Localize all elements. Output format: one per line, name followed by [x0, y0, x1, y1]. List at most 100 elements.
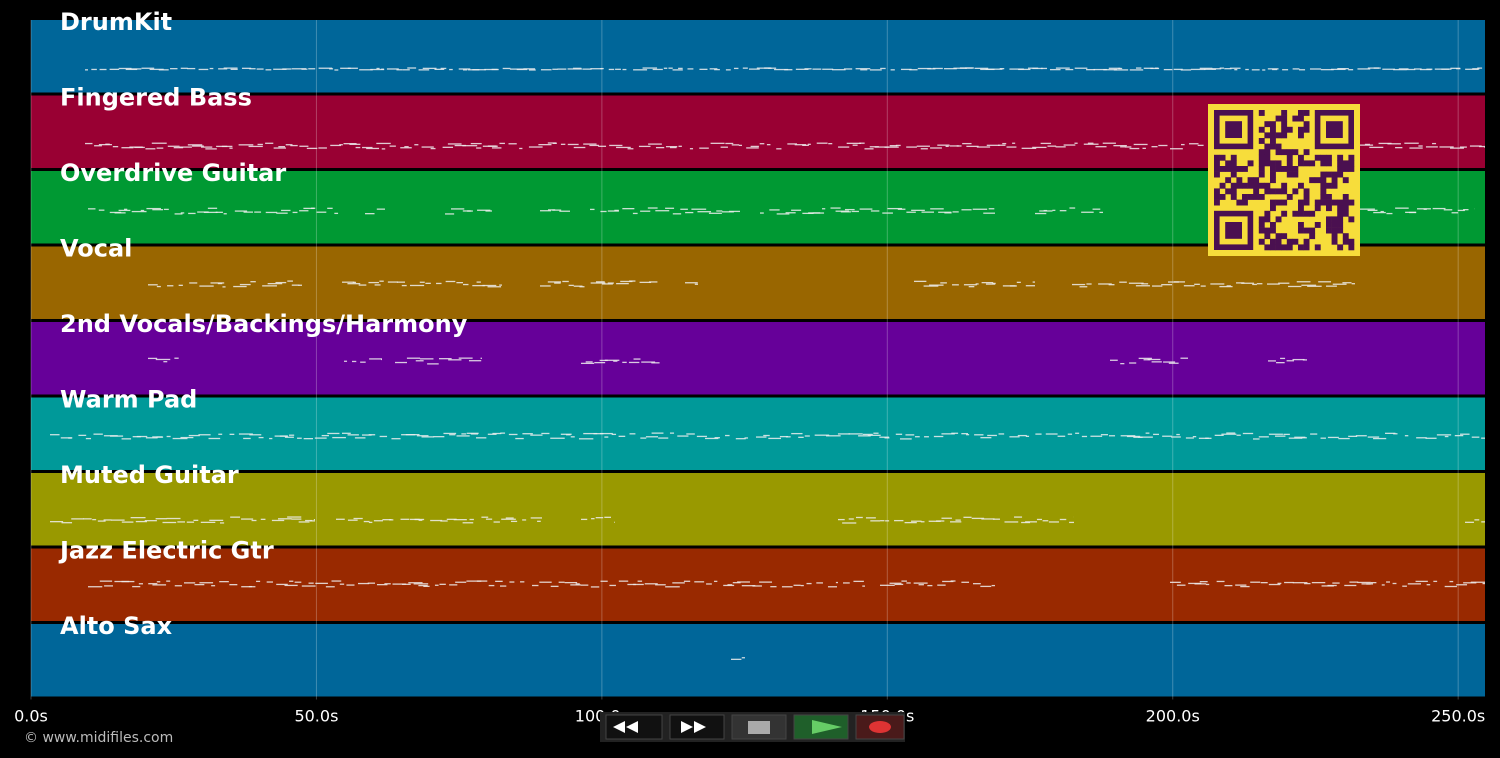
- qr-cell: [1281, 199, 1288, 206]
- qr-cell: [1320, 177, 1327, 184]
- qr-cell: [1292, 210, 1299, 217]
- rewind-button[interactable]: [605, 714, 663, 740]
- qr-cell: [1286, 194, 1293, 200]
- qr-cell: [1275, 166, 1282, 172]
- qr-cell: [1326, 182, 1332, 189]
- qr-cell: [1281, 149, 1288, 156]
- icon: [681, 721, 706, 733]
- qr-cell: [1258, 182, 1265, 189]
- qr-cell: [1258, 138, 1265, 144]
- qr-cell: [1264, 143, 1271, 150]
- track-lane: [31, 473, 1485, 546]
- qr-cell: [1326, 154, 1332, 161]
- qr-cell: [1298, 132, 1304, 139]
- qr-cell: [1314, 205, 1321, 212]
- qr-cell: [1225, 177, 1232, 184]
- qr-cell: [1331, 199, 1338, 206]
- qr-cell: [1314, 154, 1321, 161]
- qr-cell: [1214, 171, 1220, 178]
- qr-cell: [1326, 216, 1332, 223]
- qr-cell: [1337, 166, 1344, 172]
- qr-cell: [1258, 149, 1265, 156]
- qr-cell: [1303, 121, 1310, 128]
- track-lane: [31, 322, 1485, 395]
- qr-cell: [1258, 160, 1265, 167]
- record-button[interactable]: [855, 714, 905, 740]
- qr-cell: [1320, 171, 1327, 178]
- track-name: Warm Pad: [60, 386, 197, 414]
- qr-cell: [1230, 194, 1237, 200]
- qr-cell: [1286, 166, 1293, 172]
- qr-cell: [1275, 143, 1282, 150]
- qr-cell: [1337, 160, 1344, 167]
- qr-cell: [1270, 244, 1276, 251]
- icon: [869, 721, 891, 733]
- qr-cell: [1303, 188, 1310, 195]
- qr-cell: [1303, 194, 1310, 200]
- qr-cell: [1264, 227, 1271, 234]
- qr-cell: [1292, 149, 1299, 156]
- qr-cell: [1298, 244, 1304, 251]
- qr-cell: [1331, 233, 1338, 240]
- play-button[interactable]: [793, 714, 849, 740]
- qr-cell: [1337, 216, 1344, 223]
- qr-cell: [1242, 199, 1248, 206]
- qr-cell: [1258, 238, 1265, 245]
- qr-cell: [1264, 216, 1271, 223]
- qr-cell: [1326, 194, 1332, 200]
- qr-cell: [1242, 166, 1248, 172]
- qr-cell: [1286, 160, 1293, 167]
- qr-cell: [1298, 227, 1304, 234]
- x-tick-label: 200.0s: [1146, 707, 1200, 726]
- qr-cell: [1320, 160, 1327, 167]
- qr-cell: [1214, 188, 1220, 195]
- qr-cell: [1286, 149, 1293, 156]
- qr-cell: [1342, 210, 1349, 217]
- track-lane: [31, 397, 1485, 470]
- qr-cell: [1298, 205, 1304, 212]
- qr-cell: [1298, 160, 1304, 167]
- qr-cell: [1281, 121, 1288, 128]
- qr-cell: [1225, 160, 1232, 167]
- qr-cell: [1247, 194, 1254, 200]
- qr-cell: [1303, 110, 1310, 116]
- stop-button[interactable]: [731, 714, 787, 740]
- qr-finder: [1326, 121, 1343, 138]
- track-name: Fingered Bass: [60, 84, 252, 112]
- qr-cell: [1326, 171, 1332, 178]
- qr-cell: [1331, 177, 1338, 184]
- qr-cell: [1331, 222, 1338, 228]
- qr-cell: [1337, 227, 1344, 234]
- qr-cell: [1214, 166, 1220, 172]
- qr-cell: [1270, 121, 1276, 128]
- qr-cell: [1281, 115, 1288, 122]
- qr-cell: [1230, 166, 1237, 172]
- qr-cell: [1337, 222, 1344, 228]
- qr-cell: [1219, 194, 1226, 200]
- qr-cell: [1337, 205, 1344, 212]
- qr-cell: [1275, 199, 1282, 206]
- qr-cell: [1281, 126, 1288, 133]
- qr-cell: [1258, 216, 1265, 223]
- forward-button[interactable]: [669, 714, 725, 740]
- qr-cell: [1270, 199, 1276, 206]
- qr-cell: [1320, 182, 1327, 189]
- qr-cell: [1331, 171, 1338, 178]
- qr-cell: [1258, 110, 1265, 116]
- qr-cell: [1348, 154, 1355, 161]
- qr-cell: [1275, 149, 1282, 156]
- qr-cell: [1303, 199, 1310, 206]
- qr-cell: [1298, 210, 1304, 217]
- qr-cell: [1214, 154, 1220, 161]
- qr-cell: [1337, 154, 1344, 161]
- qr-cell: [1230, 188, 1237, 195]
- qr-cell: [1281, 188, 1288, 195]
- qr-cell: [1242, 194, 1248, 200]
- qr-cell: [1275, 115, 1282, 122]
- qr-cell: [1292, 115, 1299, 122]
- track-name: Jazz Electric Gtr: [58, 537, 274, 565]
- qr-cell: [1264, 188, 1271, 195]
- track-name: Vocal: [60, 235, 132, 263]
- qr-cell: [1298, 182, 1304, 189]
